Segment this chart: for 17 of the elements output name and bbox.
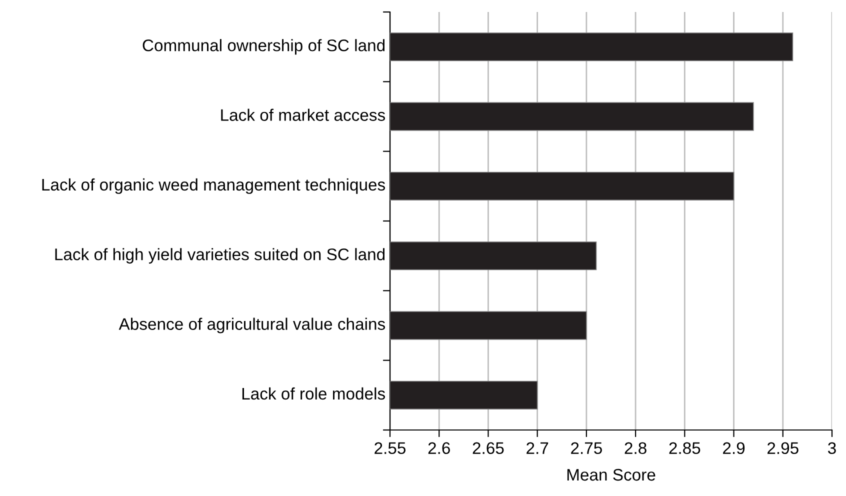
- y-tick-label: Lack of market access: [221, 108, 385, 121]
- x-tick-label: 2.8: [624, 442, 646, 454]
- x-tick-label: 2.55: [374, 442, 406, 454]
- x-tick-label: 2.6: [428, 442, 450, 454]
- y-tick-label: Lack of high yield varieties suited on SC land: [55, 248, 385, 264]
- x-tick-label: 2.85: [669, 442, 700, 454]
- x-axis-title: Mean Score: [567, 468, 656, 481]
- x-tick-label: 2.7: [526, 442, 548, 454]
- x-tick-label: 2.75: [571, 442, 602, 454]
- y-tick-label: Communal ownership of SC land: [142, 39, 385, 55]
- x-tick-label: 2.9: [723, 442, 745, 454]
- x-tick-label: 2.95: [768, 442, 798, 454]
- y-tick-label: Lack of organic weed management techniques: [42, 178, 386, 194]
- y-tick-label: Absence of agricultural value chains: [118, 318, 385, 334]
- x-tick-label: 2.65: [472, 442, 504, 454]
- y-tick-label: Lack of role models: [242, 387, 385, 400]
- x-tick-label: 3: [828, 442, 836, 454]
